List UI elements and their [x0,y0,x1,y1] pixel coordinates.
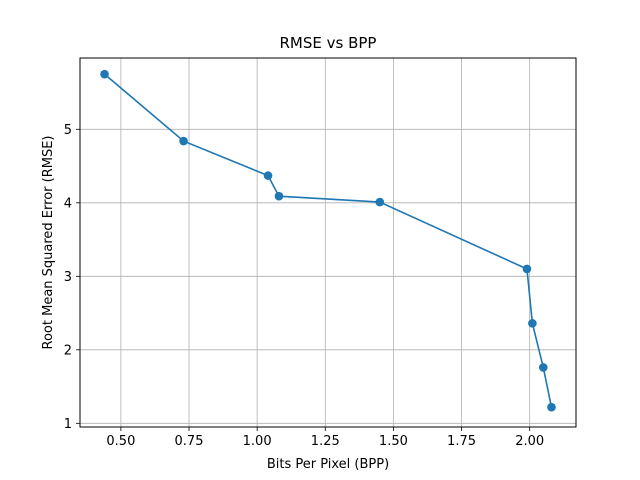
data-point [179,136,188,146]
y-ticks: 1 2 3 4 5 [64,123,80,432]
data-point [547,402,556,412]
data-point [263,171,273,180]
data-point [522,264,532,274]
x-tick-label: 1.75 [447,434,476,449]
x-ticks: 0.50 0.75 1.00 1.25 1.50 1.75 2.00 [106,427,544,449]
x-tick-label: 0.50 [106,434,135,449]
data-point [538,363,548,372]
x-tick-label: 2.00 [515,434,544,449]
y-tick-label: 1 [64,417,72,432]
y-tick-label: 4 [64,196,72,211]
y-tick-label: 3 [64,270,72,285]
data-point [100,69,109,79]
y-tick-label: 5 [64,123,72,138]
x-tick-label: 0.75 [175,434,204,449]
grid-layer [80,58,576,427]
chart-title: RMSE vs BPP [280,34,377,52]
data-point [528,319,537,328]
y-axis-label: Root Mean Squared Error (RMSE) [41,136,56,350]
plot-frame [79,57,577,428]
x-axis-label: Bits Per Pixel (BPP) [267,457,389,472]
x-tick-label: 1.50 [379,434,408,449]
x-tick-label: 1.00 [243,434,272,449]
y-tick-label: 2 [64,343,72,358]
series-line [104,73,553,408]
x-tick-label: 1.25 [311,434,340,449]
data-point [375,197,385,207]
series-layer [100,69,556,412]
data-point [274,191,284,201]
